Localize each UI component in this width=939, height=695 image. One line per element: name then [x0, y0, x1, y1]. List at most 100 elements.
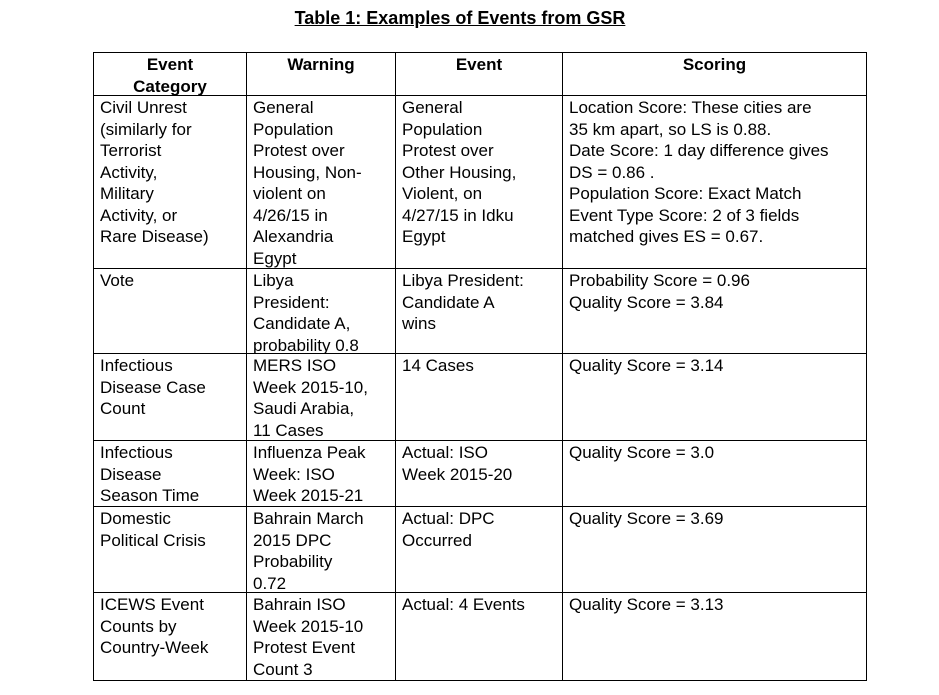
table-cell: Bahrain March 2015 DPC Probability 0.72 [246, 506, 396, 593]
header-cell: Event [395, 52, 563, 96]
table-title: Table 1: Examples of Events from GSR [294, 8, 626, 28]
cell-line: Week 2015-10, [253, 377, 368, 397]
cell-line: Political Crisis [100, 530, 206, 550]
cell-line: Probability [253, 552, 333, 571]
cell-line: 4/27/15 in Idku [402, 205, 514, 225]
cell-line: Civil Unrest [100, 98, 187, 117]
table-cell: General Population Protest over Other Housi… [395, 95, 563, 269]
cell-line: Quality Score = 3.0 [569, 443, 715, 462]
cell-line: Quality Score = 3.14 [569, 356, 724, 375]
table-cell: General Population Protest over Housing, No… [246, 95, 396, 269]
table-cell: Location Score: These cities are 35 km ap… [562, 95, 867, 269]
cell-line: Date Score: 1 day difference gives [569, 141, 829, 160]
cell-line: Bahrain March [253, 509, 364, 528]
cell-line: Occurred [402, 530, 472, 550]
cell-line: Egypt [402, 227, 446, 246]
cell-line: Protest over [402, 141, 494, 160]
table-cell: Influenza Peak Week: ISO Week 2015-21 [246, 440, 396, 507]
cell-line: Quality Score = 3.13 [569, 595, 724, 614]
cell-line: Housing, Non- [253, 162, 362, 182]
cell-line: Infectious [100, 443, 173, 462]
cell-line: Other Housing, [402, 162, 517, 182]
table-cell: ICEWS Event Counts by Country-Week [93, 592, 247, 681]
cell-line: Season Time [100, 486, 200, 505]
cell-line: 35 km apart, so LS is 0.88. [569, 119, 772, 139]
cell-line: violent on [253, 184, 326, 203]
cell-line: Disease Case [100, 377, 206, 397]
cell-line: Location Score: These cities are [569, 98, 812, 117]
cell-line: Actual: 4 Events [402, 595, 525, 614]
cell-line: Candidate A [402, 292, 495, 312]
cell-line: wins [402, 314, 437, 333]
table-cell: Domestic Political Crisis [93, 506, 247, 593]
cell-line: Actual: DPC [402, 509, 495, 528]
table-cell: Quality Score = 3.13 [562, 592, 867, 681]
table-cell: Bahrain ISO Week 2015-10 Protest Event Coun… [246, 592, 396, 681]
cell-line: Quality Score = 3.84 [569, 292, 724, 312]
cell-line: Population [253, 119, 334, 139]
table-cell: Quality Score = 3.14 [562, 353, 867, 441]
cell-line: Count 3 [253, 659, 313, 679]
cell-line: Population Score: Exact Match [569, 184, 802, 203]
cell-line: Protest over [253, 141, 345, 160]
cell-line: Libya President: [402, 271, 524, 290]
cell-line: probability 0.8 [253, 335, 359, 354]
cell-line: Military [100, 184, 154, 203]
cell-line: ICEWS Event [100, 595, 204, 614]
cell-line: MERS ISO [253, 356, 337, 375]
cell-line: Week 2015-21 [253, 486, 364, 505]
cell-line: Quality Score = 3.69 [569, 509, 724, 528]
cell-line: Vote [100, 271, 135, 290]
cell-line: General [253, 98, 314, 117]
cell-line: Activity, or [100, 205, 178, 225]
cell-line: Activity, [100, 162, 158, 182]
cell-line: 14 Cases [402, 356, 474, 375]
cell-line: Week 2015-10 [253, 616, 364, 636]
cell-line: President: [253, 292, 330, 312]
cell-line: 2015 DPC [253, 530, 332, 550]
cell-line: Category [133, 76, 207, 96]
cell-line: Alexandria [253, 227, 334, 246]
cell-line: Week: ISO [253, 464, 335, 484]
table-cell: 14 Cases [395, 353, 563, 441]
cell-line: Egypt [253, 248, 297, 268]
table-cell: Civil Unrest (similarly for Terrorist Activ… [93, 95, 247, 269]
table-cell: Libya President: Candidate A, probability 0… [246, 268, 396, 354]
cell-line: matched gives ES = 0.67. [569, 227, 764, 246]
cell-line: Bahrain ISO [253, 595, 346, 614]
cell-line: Event [146, 55, 194, 74]
cell-line: Rare Disease) [100, 227, 209, 246]
cell-line: Infectious [100, 356, 173, 375]
header-cell: Warning [246, 52, 396, 96]
table-cell: Actual: 4 Events [395, 592, 563, 681]
cell-line: Violent, on [402, 184, 483, 203]
table-cell: Probability Score = 0.96 Quality Score = … [562, 268, 867, 354]
table-cell: Actual: ISO Week 2015-20 [395, 440, 563, 507]
table-cell: Quality Score = 3.69 [562, 506, 867, 593]
table-cell: MERS ISO Week 2015-10, Saudi Arabia, 11 Cas… [246, 353, 396, 441]
cell-line: 11 Cases [253, 420, 324, 440]
table-cell: Infectious Disease Season Time [93, 440, 247, 507]
header-cell: Scoring [562, 52, 867, 96]
cell-line: Candidate A, [253, 314, 351, 333]
cell-line: Counts by [100, 616, 177, 636]
cell-line: Saudi Arabia, [253, 399, 355, 418]
cell-line: Terrorist [100, 141, 162, 160]
cell-line: Probability Score = 0.96 [569, 271, 750, 290]
table-cell: Quality Score = 3.0 [562, 440, 867, 507]
cell-line: Population [402, 119, 483, 139]
cell-line: 0.72 [253, 573, 287, 593]
cell-line: Country-Week [100, 638, 209, 657]
table-cell: Infectious Disease Case Count [93, 353, 247, 441]
cell-line: Domestic [100, 509, 171, 528]
cell-line: General [402, 98, 463, 117]
cell-line: Event Type Score: 2 of 3 fields [569, 205, 800, 225]
cell-line: Event [455, 55, 503, 74]
cell-line: Libya [253, 271, 294, 290]
cell-line: DS = 0.86 . [569, 162, 655, 182]
cell-line: Week 2015-20 [402, 464, 513, 484]
cell-line: Actual: ISO [402, 443, 488, 462]
table-cell: Actual: DPC Occurred [395, 506, 563, 593]
